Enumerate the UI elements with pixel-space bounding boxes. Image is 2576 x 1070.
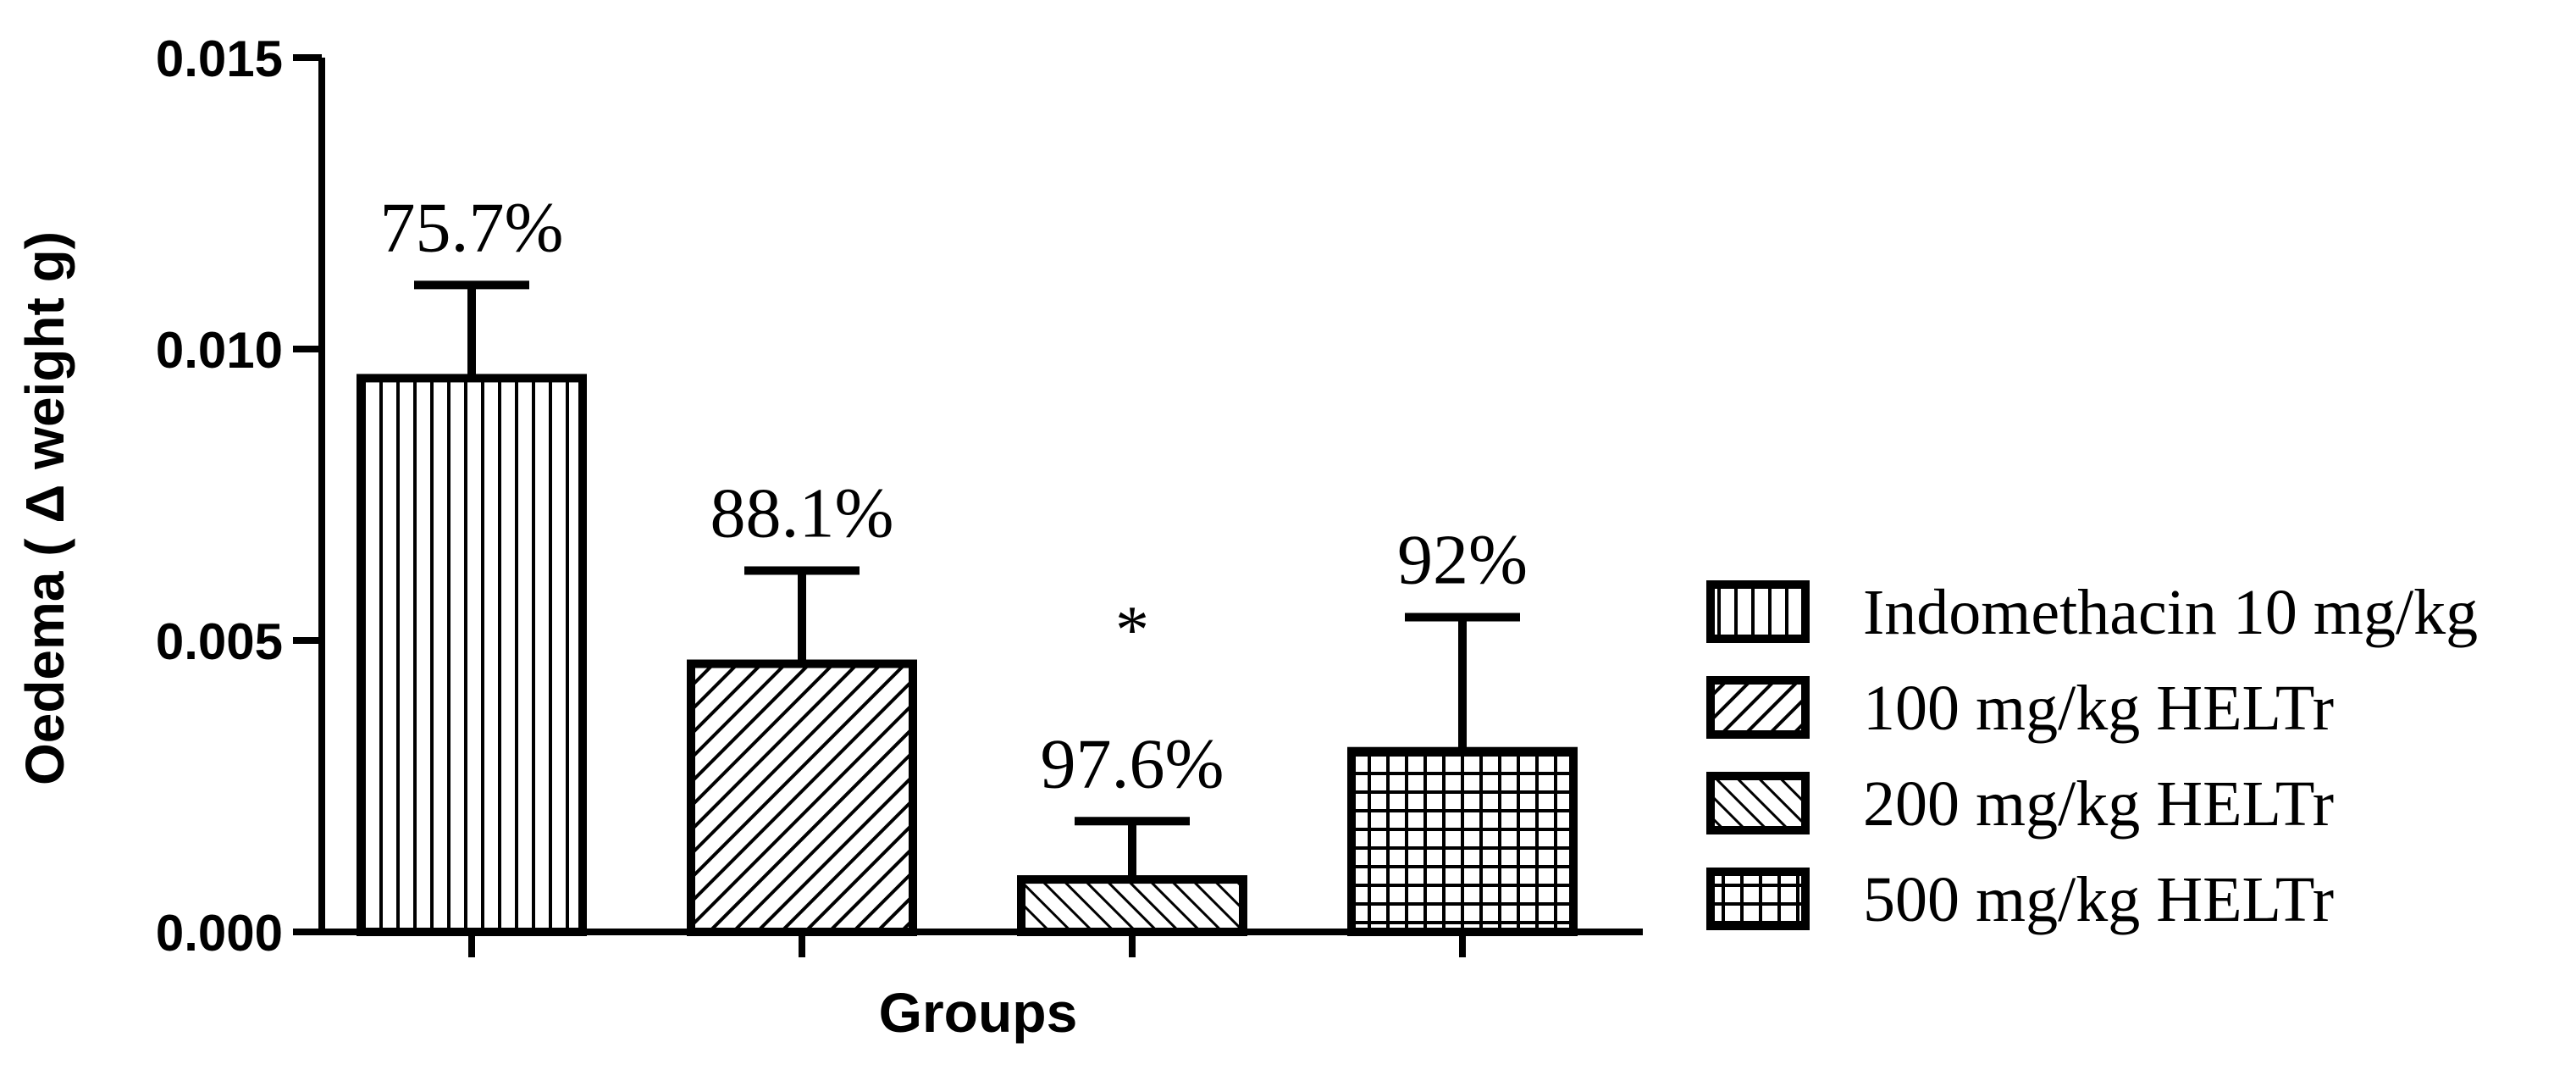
significance-marker: * xyxy=(1115,593,1149,668)
legend-swatch xyxy=(1706,772,1810,834)
bar-1 xyxy=(357,374,587,936)
y-axis-title: Oedema ( Δ weight g) xyxy=(14,231,75,785)
bar-value-label: 97.6% xyxy=(1041,724,1224,803)
bar-value-label: 75.7% xyxy=(380,188,564,267)
legend-label: 100 mg/kg HELTr xyxy=(1863,673,2334,744)
bar-2 xyxy=(687,659,917,937)
bar-value-label: 88.1% xyxy=(710,474,894,552)
legend-label: 500 mg/kg HELTr xyxy=(1863,864,2334,935)
legend-swatch xyxy=(1706,676,1810,739)
bar-value-label: 92% xyxy=(1397,520,1528,599)
bar-3 xyxy=(1017,875,1247,936)
legend-swatch xyxy=(1706,868,1810,930)
y-tick-label: 0.015 xyxy=(156,30,283,87)
x-axis-title: Groups xyxy=(879,981,1078,1044)
y-tick-label: 0.005 xyxy=(156,613,283,670)
bar-4 xyxy=(1347,746,1578,936)
y-tick-label: 0.010 xyxy=(156,322,283,379)
legend-swatch xyxy=(1706,580,1810,643)
y-tick-label: 0.000 xyxy=(156,905,283,962)
legend: Indomethacin 10 mg/kg 100 mg/kg HELTr 200 … xyxy=(1706,577,2478,935)
legend-label: 200 mg/kg HELTr xyxy=(1863,768,2334,840)
bars-group: 75.7% 88.1% * 97.6% 92% xyxy=(357,188,1578,937)
legend-label: Indomethacin 10 mg/kg xyxy=(1863,577,2478,648)
